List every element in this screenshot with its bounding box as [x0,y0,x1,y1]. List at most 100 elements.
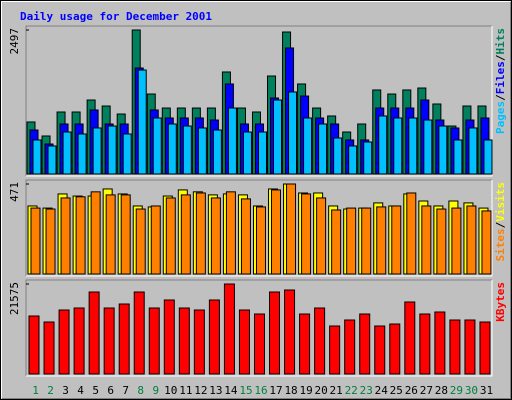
bar [137,69,147,175]
bar [361,207,372,275]
legend-entry: Visits [494,182,507,222]
bar [238,309,250,375]
bar [150,205,161,275]
bar [43,321,55,375]
bar [107,125,117,175]
bar [466,205,477,275]
bar [344,319,356,375]
bar [436,208,447,275]
bar [152,117,162,175]
bar [253,313,265,375]
x-tick-label: 15 [239,384,252,397]
bar [210,197,221,275]
x-tick-label: 31 [480,384,493,397]
bar [314,307,326,375]
bar [423,119,433,175]
x-tick-label: 27 [420,384,433,397]
bar [45,208,56,275]
bar [453,139,463,175]
x-tick-label: 6 [107,384,114,397]
bar [165,197,176,275]
x-tick-label: 20 [315,384,328,397]
legend: Pages/Files/Hits [494,28,507,134]
bar [227,107,237,175]
bar [449,319,461,375]
y-tick-label: 471 [8,182,21,202]
bar [255,206,266,275]
bar [378,115,388,175]
bar [118,303,130,375]
bar [389,323,401,375]
bar [333,137,343,175]
bar [182,125,192,175]
bar [318,123,328,175]
bar [223,283,235,375]
bar [363,141,373,175]
bar [301,193,312,275]
x-tick-label: 28 [435,384,448,397]
legend-separator: / [494,54,507,61]
legend-separator: / [494,221,507,228]
bar [90,191,101,275]
x-tick-label: 29 [450,384,463,397]
x-tick-label: 11 [179,384,192,397]
bar [122,133,132,175]
bar [346,207,357,275]
bar [421,205,432,275]
bar [464,319,476,375]
bar [193,309,205,375]
legend: KBytes [494,282,507,322]
x-tick-label: 3 [62,384,69,397]
panel-bevel-light [26,180,493,277]
x-tick-label: 8 [137,384,144,397]
x-tick-label: 24 [375,384,389,397]
bar [374,325,386,375]
legend-entry: Sites [494,228,507,261]
panel-bevel-light [26,280,493,377]
bar [391,205,402,275]
bar [32,139,42,175]
bar [269,291,281,375]
bar [225,191,236,275]
bar [438,125,448,175]
chart-title: Daily usage for December 2001 [20,10,212,23]
bar [212,129,222,175]
bar [167,123,177,175]
x-tick-label: 2 [47,384,54,397]
panel-bevel-light [26,26,493,177]
x-tick-label: 14 [224,384,238,397]
bar [303,117,313,175]
x-tick-label: 19 [299,384,312,397]
bar [468,127,478,175]
bar [163,299,175,375]
bar [75,196,86,275]
bar [481,210,492,275]
x-tick-label: 5 [92,384,99,397]
bar [483,139,493,175]
bar [284,289,296,375]
legend-entry: Hits [494,28,507,55]
y-tick-label: 2497 [8,28,21,55]
bar [242,131,252,175]
bar [178,307,190,375]
x-tick-label: 17 [269,384,282,397]
bar [180,194,191,275]
x-tick-label: 1 [32,384,39,397]
x-tick-label: 13 [209,384,222,397]
bar [28,315,40,375]
bar [329,325,341,375]
bar [408,117,418,175]
bar [271,189,282,275]
x-tick-label: 4 [77,384,84,397]
bar [88,291,100,375]
x-tick-label: 25 [390,384,403,397]
bar [348,145,358,175]
bar [77,133,87,175]
bar [103,307,115,375]
x-tick-label: 30 [465,384,478,397]
legend-separator: / [494,94,507,101]
x-tick-label: 18 [284,384,297,397]
panel-bevel-dark [25,179,492,276]
bar [58,309,70,375]
